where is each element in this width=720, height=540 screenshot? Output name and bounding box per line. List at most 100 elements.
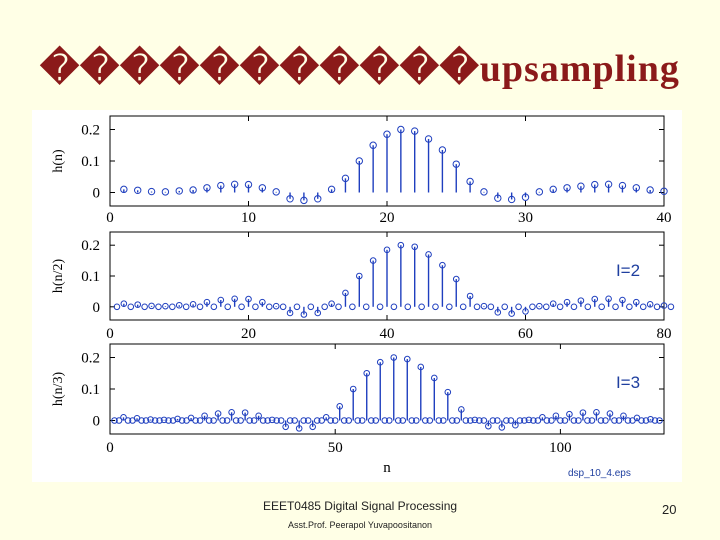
stem-marker — [169, 417, 177, 424]
stem-marker — [480, 417, 488, 424]
stem-marker — [258, 184, 267, 192]
stem-marker — [232, 417, 240, 424]
stem-marker — [467, 417, 474, 424]
stem-marker — [438, 146, 447, 154]
stem-marker — [411, 127, 419, 135]
stem-marker — [363, 369, 371, 377]
figure-caption: dsp_10_4.eps — [568, 468, 631, 479]
x-tick-label: 80 — [657, 326, 672, 342]
stem-marker — [561, 417, 569, 424]
stem-marker — [156, 417, 163, 424]
stem-marker — [624, 417, 632, 424]
stem-marker — [418, 303, 425, 311]
stem-marker — [322, 414, 330, 421]
stem-marker — [598, 303, 605, 311]
stem-marker — [508, 310, 515, 317]
stem-marker — [530, 417, 537, 424]
figure-panel: 0 0.1 0.2 0 10 20 30 40 h(n) 0 0.1 0.2 0 20 40 60 80 h(n/… — [32, 110, 682, 482]
stem-marker — [424, 135, 433, 143]
stem-marker — [300, 417, 307, 424]
stem-marker — [327, 185, 336, 194]
stem-marker — [192, 417, 199, 424]
stem-marker — [111, 417, 118, 424]
stem-marker — [452, 275, 460, 283]
stem-marker — [244, 180, 253, 189]
stem-marker — [563, 298, 571, 306]
stem-marker — [535, 188, 544, 196]
stem-marker — [231, 295, 238, 303]
stem-marker — [476, 417, 483, 424]
stem-marker — [381, 417, 389, 424]
stem-marker — [591, 295, 599, 303]
stem-marker — [259, 298, 266, 306]
stem-marker — [529, 303, 536, 311]
stem-marker — [203, 298, 211, 306]
slide-title: �����������upsampling — [40, 48, 680, 90]
stem-marker — [342, 289, 349, 297]
subplot-3: 0 0.1 0.2 0 50 100 h(n/3) I=3 n — [51, 343, 665, 476]
stem-marker — [264, 417, 271, 424]
stem-marker — [494, 194, 502, 202]
stem-marker — [349, 385, 357, 393]
y-tick-label: 0.1 — [81, 154, 100, 170]
stem-marker — [570, 303, 578, 311]
stem-marker — [449, 417, 456, 424]
stem-marker — [246, 417, 253, 424]
stem-marker — [403, 355, 411, 363]
stem-marker — [336, 403, 344, 410]
stem-marker — [238, 303, 245, 311]
stem-marker — [210, 303, 218, 311]
stem-marker — [432, 303, 439, 311]
stem-marker — [579, 409, 587, 416]
stem-marker — [279, 303, 287, 311]
stem-marker — [404, 303, 412, 311]
stem-marker — [521, 193, 530, 201]
stem-marker — [367, 417, 375, 424]
stem-marker — [174, 415, 181, 423]
stem-marker — [178, 417, 186, 424]
stem-marker — [148, 302, 155, 310]
stem-marker — [313, 417, 321, 424]
stem-marker — [412, 417, 420, 424]
stem-marker — [397, 241, 405, 249]
stem-marker — [362, 303, 370, 311]
stem-marker — [602, 417, 609, 424]
stem-marker — [354, 417, 362, 424]
stem-marker — [175, 187, 183, 195]
y-tick-label: 0 — [93, 300, 101, 316]
stem-marker — [349, 303, 356, 311]
stem-marker — [318, 417, 325, 424]
stem-marker — [228, 409, 235, 416]
stem-marker — [557, 417, 564, 424]
stem-marker — [577, 297, 585, 304]
stem-marker — [618, 181, 627, 190]
stem-marker — [113, 303, 121, 311]
stem-marker — [214, 410, 222, 417]
stem-marker — [421, 417, 429, 424]
stem-marker — [219, 417, 226, 424]
stem-marker — [304, 417, 312, 424]
stem-marker — [552, 412, 560, 420]
stem-marker — [577, 182, 585, 190]
stem-marker — [512, 421, 519, 429]
stem-marker — [224, 303, 232, 311]
stem-marker — [165, 417, 172, 424]
stem-marker — [237, 417, 244, 424]
stem-marker — [189, 186, 197, 194]
stem-marker — [355, 157, 363, 165]
stem-marker — [293, 303, 301, 311]
stem-marker — [142, 417, 150, 424]
stem-marker — [230, 180, 239, 189]
stem-marker — [120, 300, 128, 308]
stem-marker — [525, 416, 533, 424]
stem-marker — [151, 417, 159, 424]
stem-marker — [452, 160, 460, 168]
stem-marker — [399, 417, 407, 424]
stem-marker — [169, 303, 176, 311]
stem-marker — [307, 303, 315, 311]
stem-marker — [300, 196, 308, 205]
stem-marker — [272, 188, 280, 196]
stem-marker — [507, 417, 515, 424]
stem-marker — [480, 302, 488, 310]
stem-marker — [127, 303, 135, 311]
